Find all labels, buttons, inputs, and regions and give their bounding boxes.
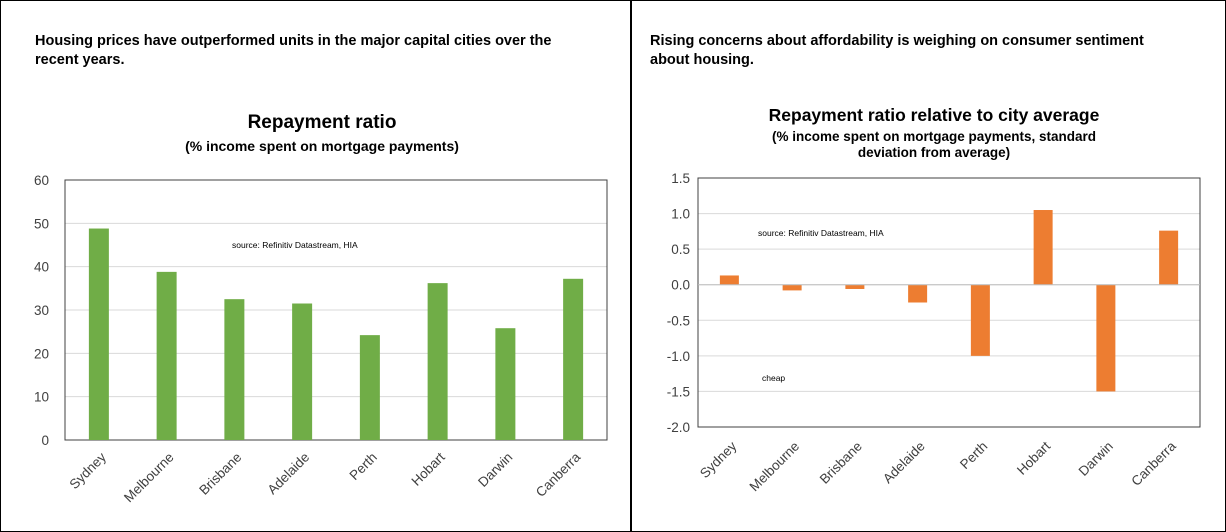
- y-tick-label: 60: [34, 173, 49, 188]
- y-tick-label: 30: [34, 303, 49, 318]
- y-tick-label: 20: [34, 346, 49, 361]
- y-tick-label: 0: [41, 433, 49, 448]
- bar-perth: [359, 335, 380, 440]
- category-label: Sydney: [697, 438, 740, 481]
- category-label: Hobart: [1014, 438, 1053, 477]
- category-label: Adelaide: [880, 439, 928, 487]
- panel-divider: [630, 0, 632, 532]
- bar-sydney: [88, 228, 109, 440]
- right-chart-subtitle-line1: (% income spent on mortgage payments, st…: [772, 129, 1096, 144]
- category-label: Brisbane: [196, 450, 244, 498]
- bar-brisbane: [224, 299, 245, 440]
- y-tick-label: 0.0: [671, 278, 690, 293]
- bar-darwin: [495, 328, 516, 440]
- bar-hobart: [427, 283, 448, 440]
- y-tick-label: -2.0: [667, 420, 690, 435]
- left-panel: Housing prices have outperformed units i…: [34, 33, 608, 506]
- plot-border: [64, 179, 608, 441]
- left-headline: Housing prices have outperformed units i…: [35, 33, 552, 68]
- left-chart-subtitle: (% income spent on mortgage payments): [185, 138, 459, 154]
- category-label: Darwin: [475, 450, 515, 490]
- left-chart-title: Repayment ratio: [248, 112, 397, 133]
- category-label: Darwin: [1076, 439, 1116, 479]
- left-chart: Repayment ratio (% income spent on mortg…: [34, 112, 608, 506]
- y-tick-label: -1.0: [667, 349, 690, 364]
- right-headline: Rising concerns about affordability is w…: [650, 33, 1144, 68]
- bar-adelaide: [908, 284, 928, 303]
- category-label: Canberra: [1128, 438, 1179, 489]
- bar-melbourne: [782, 284, 802, 291]
- bar-melbourne: [156, 271, 177, 440]
- y-tick-label: 40: [34, 260, 49, 275]
- y-tick-label: -0.5: [667, 313, 690, 328]
- y-tick-label: 0.5: [671, 242, 690, 257]
- annotation-box: [749, 372, 837, 390]
- right-chart: Repayment ratio relative to city average…: [667, 105, 1201, 495]
- category-label: Brisbane: [817, 439, 865, 487]
- y-tick-label: 10: [34, 390, 49, 405]
- bar-darwin: [1096, 284, 1116, 392]
- right-annotation-cheap: cheap: [762, 373, 785, 383]
- bar-canberra: [1159, 230, 1179, 285]
- category-label: Canberra: [533, 449, 584, 500]
- category-label: Perth: [957, 439, 990, 472]
- bar-perth: [970, 284, 990, 356]
- right-chart-subtitle-line2: deviation from average): [858, 145, 1010, 160]
- y-tick-label: -1.5: [667, 384, 690, 399]
- y-tick-label: 1.0: [671, 207, 690, 222]
- plot-border: [697, 177, 1201, 428]
- right-chart-title: Repayment ratio relative to city average: [769, 105, 1100, 125]
- category-label: Hobart: [408, 449, 447, 488]
- category-label: Perth: [347, 450, 380, 483]
- bar-adelaide: [292, 303, 313, 440]
- y-tick-label: 50: [34, 216, 49, 231]
- left-plot-area: 0 10 20 30 40 50 60 Sydney Melbourne Brisbane Adel…: [34, 173, 608, 506]
- bar-brisbane: [845, 284, 865, 289]
- y-tick-label: 1.5: [671, 171, 690, 186]
- left-source-note: source: Refinitiv Datastream, HIA: [232, 240, 358, 250]
- bar-canberra: [563, 278, 584, 440]
- right-source-note: source: Refinitiv Datastream, HIA: [758, 228, 884, 238]
- right-panel: Rising concerns about affordability is w…: [632, 0, 1226, 532]
- bar-hobart: [1033, 210, 1053, 285]
- category-label: Melbourne: [747, 439, 803, 495]
- category-label: Adelaide: [264, 450, 312, 498]
- right-plot-area: 1.5 1.0 0.5 0.0 -0.5 -1.0 -1.5 -2.0 Sydney Melbou…: [667, 171, 1201, 495]
- bar-sydney: [719, 275, 739, 285]
- category-label: Melbourne: [121, 450, 177, 506]
- category-label: Sydney: [67, 449, 110, 492]
